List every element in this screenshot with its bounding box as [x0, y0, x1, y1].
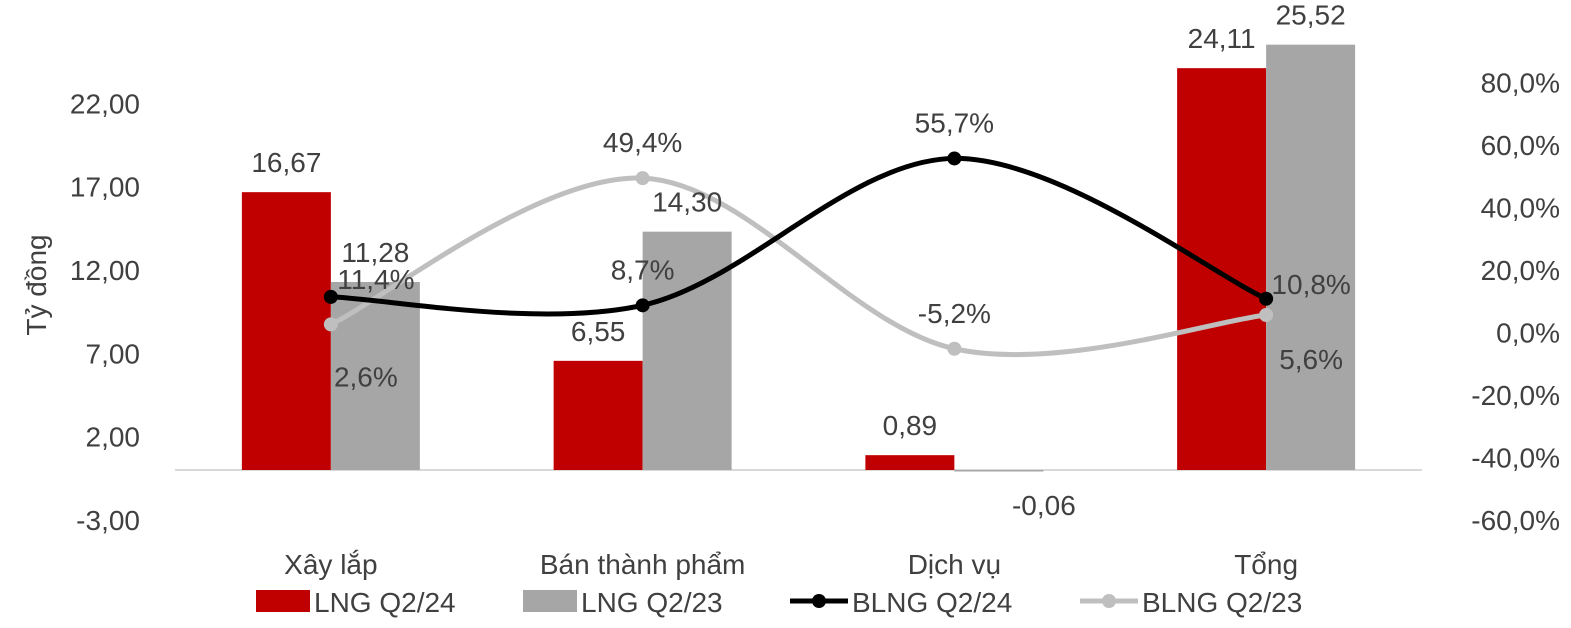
bar-lng-q2-24	[1177, 68, 1267, 471]
legend-label: BLNG Q2/24	[852, 587, 1012, 618]
left-tick-label: 12,00	[70, 255, 140, 286]
line-data-label: 8,7%	[611, 254, 675, 285]
line-data-label: 5,6%	[1279, 344, 1343, 375]
bar-data-label: 24,11	[1188, 23, 1256, 54]
bar-data-label: 6,55	[571, 316, 626, 347]
left-tick-label: -3,00	[76, 505, 140, 536]
bar-lng-q2-24	[553, 360, 643, 470]
left-axis-ticks: -3,00 2,00 7,00 12,00 17,00 22,00	[70, 88, 140, 536]
line-data-labels: 11,4% 8,7% 55,7% 10,8% 2,6% 49,4% -5,2% 5,6%	[334, 107, 1351, 392]
legend: LNG Q2/24 LNG Q2/23 BLNG Q2/24 BLNG Q2/23	[256, 587, 1302, 618]
left-tick-label: 17,00	[70, 172, 140, 203]
right-tick-label: -40,0%	[1471, 443, 1560, 474]
bar-data-label: 11,28	[341, 237, 409, 268]
category-labels: Xây lắp Bán thành phẩm Dịch vụ Tổng	[284, 549, 1298, 580]
right-axis-ticks: -60,0% -40,0% -20,0% 0,0% 20,0% 40,0% 60,0% 80,…	[1471, 68, 1560, 537]
line-data-label: -5,2%	[918, 298, 991, 329]
left-tick-label: 7,00	[86, 338, 141, 369]
bar-lng-q2-23	[1266, 44, 1356, 471]
category-label: Bán thành phẩm	[540, 549, 746, 580]
right-tick-label: 40,0%	[1481, 193, 1560, 224]
legend-swatch	[256, 590, 310, 612]
right-tick-label: 0,0%	[1496, 318, 1560, 349]
line-point	[947, 151, 962, 166]
line-point	[635, 171, 650, 186]
legend-label: LNG Q2/23	[581, 587, 723, 618]
legend-marker	[1102, 594, 1116, 608]
line-data-label: 10,8%	[1271, 269, 1350, 300]
line-point	[323, 289, 338, 304]
y-axis-title: Tỷ đồng	[21, 234, 52, 335]
category-label: Xây lắp	[284, 549, 377, 580]
bar-data-label: 14,30	[652, 187, 722, 218]
right-tick-label: 20,0%	[1481, 255, 1560, 286]
legend-swatch	[523, 590, 577, 612]
line-point	[1259, 291, 1274, 306]
line-data-label: 2,6%	[334, 361, 398, 392]
line-blng-q2-24	[330, 155, 1268, 317]
bars	[241, 44, 1356, 472]
legend-label: BLNG Q2/23	[1142, 587, 1302, 618]
bar-data-label: -0,06	[1012, 490, 1076, 521]
line-point	[947, 341, 962, 356]
bar-data-label: 16,67	[251, 147, 321, 178]
right-tick-label: 60,0%	[1481, 130, 1560, 161]
bar-data-label: 0,89	[883, 410, 938, 441]
bar-lng-q2-24	[865, 455, 955, 470]
left-tick-label: 2,00	[86, 422, 141, 453]
bar-lng-q2-24	[241, 192, 331, 470]
line-point	[1259, 308, 1274, 322]
right-tick-label: -20,0%	[1471, 380, 1560, 411]
left-tick-label: 22,00	[70, 88, 140, 119]
category-label: Tổng	[1234, 549, 1298, 580]
bar-lng-q2-23	[330, 282, 420, 470]
category-label: Dịch vụ	[908, 549, 1001, 580]
line-data-label: 55,7%	[915, 107, 994, 138]
legend-label: LNG Q2/24	[314, 587, 456, 618]
lines	[323, 151, 1274, 358]
bar-data-label: 25,52	[1276, 0, 1346, 31]
line-point	[323, 317, 338, 332]
line-blng-q2-23	[329, 175, 1267, 358]
right-tick-label: -60,0%	[1471, 505, 1560, 536]
legend-marker	[812, 594, 826, 608]
line-data-label: 49,4%	[603, 127, 682, 158]
bar-lng-q2-23	[954, 470, 1044, 472]
bar-lng-q2-23	[642, 231, 732, 470]
line-data-label: 11,4%	[337, 264, 414, 295]
right-tick-label: 80,0%	[1481, 68, 1560, 99]
line-point	[635, 298, 650, 313]
bar-data-labels: 16,67 6,55 0,89 24,11 11,28 14,30 -0,06 25,52	[251, 0, 1345, 521]
